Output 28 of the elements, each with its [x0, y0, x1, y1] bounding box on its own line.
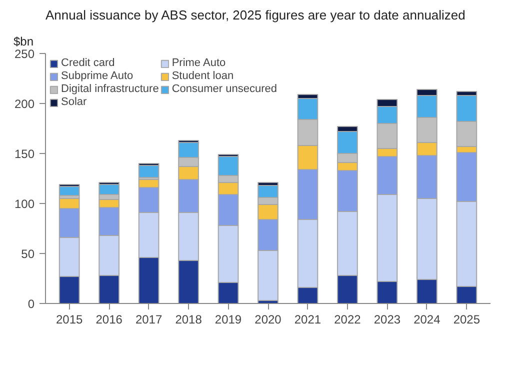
- x-tick-label: 2019: [214, 312, 242, 326]
- legend-label: Student loan: [172, 70, 234, 82]
- x-tick-label: 2018: [175, 312, 202, 326]
- y-axis-title: $bn: [14, 34, 34, 48]
- y-tick-label: 0: [28, 297, 35, 311]
- x-tick-label: 2022: [334, 312, 362, 326]
- legend-label: Solar: [61, 96, 87, 108]
- legend-label: Consumer unsecured: [172, 83, 277, 95]
- x-tick-label: 2024: [414, 312, 441, 326]
- legend-label: Digital infrastructure: [61, 83, 159, 95]
- x-tick-label: 2020: [254, 312, 282, 326]
- y-tick-label: 150: [14, 147, 35, 161]
- y-tick-label: 50: [21, 247, 35, 261]
- legend-label: Subprime Auto: [61, 70, 134, 82]
- x-tick-label: 2025: [453, 312, 480, 326]
- x-tick-label: 2016: [96, 312, 123, 326]
- x-tick-label: 2023: [374, 312, 401, 326]
- bar: [138, 165, 160, 178]
- y-tick-label: 200: [14, 97, 35, 111]
- x-tick-label: 2021: [294, 312, 322, 326]
- legend-label: Credit card: [61, 57, 115, 69]
- bar: [58, 186, 80, 196]
- chart-title: Annual issuance by ABS sector, 2025 figures are year to date annualized: [46, 8, 466, 22]
- y-tick-label: 100: [14, 197, 35, 211]
- x-tick-label: 2017: [135, 312, 162, 326]
- x-tick-label: 2015: [56, 312, 84, 326]
- y-tick-label: 250: [14, 47, 35, 61]
- legend-label: Prime Auto: [172, 57, 226, 69]
